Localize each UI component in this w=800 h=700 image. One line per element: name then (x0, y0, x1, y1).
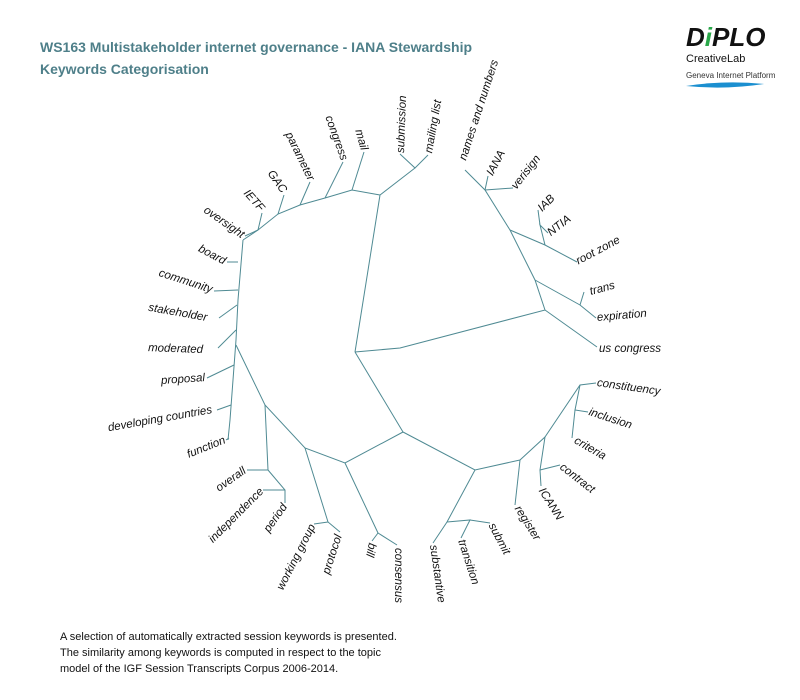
logo-swoosh (686, 82, 764, 88)
keyword-label: IANA (485, 148, 508, 178)
dendrogram (206, 151, 598, 546)
keyword-label: constituency (596, 377, 662, 398)
keyword-label: GAC (265, 168, 290, 196)
keyword-label: submit (486, 521, 513, 557)
branch (344, 462, 379, 542)
keyword-label: IETF (241, 187, 267, 214)
branch (218, 304, 238, 319)
keyword-label: IAB (536, 192, 558, 214)
branch (537, 209, 541, 226)
branch (446, 519, 471, 539)
keyword-label: us congress (599, 343, 661, 355)
branch (514, 459, 521, 506)
branch (351, 151, 365, 191)
branch (414, 154, 429, 169)
branch (304, 447, 341, 533)
branch (242, 189, 381, 241)
branch (544, 382, 597, 438)
branch (264, 404, 286, 503)
branch (539, 464, 561, 471)
keyword-label: ICANN (536, 486, 566, 523)
keyword-label: transition (455, 538, 481, 586)
keyword-label: inclusion (587, 406, 633, 431)
branch (227, 239, 244, 441)
branch (509, 229, 578, 263)
keyword-label: expiration (596, 308, 647, 324)
branch (354, 351, 404, 433)
keyword-label: mail (352, 128, 369, 152)
branch (354, 309, 598, 353)
branch (571, 409, 576, 439)
keyword-label: community (157, 267, 215, 296)
keyword-label: parameter (282, 129, 317, 183)
keyword-label: substantive (427, 544, 447, 603)
logo-part: i (705, 22, 713, 52)
keyword-label: verisign (509, 153, 543, 192)
branch (484, 175, 489, 191)
branch (402, 431, 521, 471)
footnote: model of the IGF Session Transcripts Cor… (60, 663, 338, 675)
keyword-label: independence (207, 486, 267, 546)
keyword-label: consensus (392, 548, 404, 603)
keyword-label: NTIA (545, 213, 573, 239)
keyword-label: period (261, 501, 290, 535)
keyword-label: stakeholder (147, 302, 209, 324)
keyword-label: working group (275, 522, 319, 592)
keyword-label: proposal (160, 372, 206, 387)
branch (235, 344, 404, 464)
keyword-label: names and numbers (457, 58, 501, 162)
keyword-label: root zone (574, 234, 622, 267)
keyword-label: oversight (201, 204, 247, 241)
branch (354, 194, 381, 353)
keyword-label: register (512, 504, 543, 544)
branch (244, 229, 259, 237)
title-line: Keywords Categorisation (40, 61, 209, 77)
keyword-label: function (185, 434, 227, 460)
keyword-label: overall (214, 465, 249, 495)
branch (469, 519, 491, 524)
keyword-label: congress (322, 114, 349, 162)
keyword-label: mailing list (423, 98, 444, 154)
branch (519, 435, 546, 487)
branch (313, 521, 329, 525)
logo-lab: CreativeLab (686, 53, 745, 65)
branch (484, 187, 514, 191)
branch (377, 532, 398, 546)
logo-part: D (686, 22, 705, 52)
keyword-label: board (196, 243, 228, 268)
branch (324, 161, 344, 199)
keyword-label: trans (588, 280, 616, 298)
keyword-label: submission (395, 95, 409, 153)
branch (206, 364, 235, 379)
keyword-label: developing countries (107, 404, 213, 434)
footnote: The similarity among keywords is compute… (60, 647, 381, 659)
branch (217, 329, 237, 349)
logo-part: PLO (712, 22, 765, 52)
footnote: A selection of automatically extracted s… (60, 631, 397, 643)
branch (579, 291, 585, 306)
branch (379, 153, 416, 196)
keyword-label: criteria (572, 435, 608, 463)
title-line: WS163 Multistakeholder internet governan… (40, 39, 472, 55)
logo-platform: Geneva Internet Platform (686, 71, 776, 80)
logo-wordmark: DiPLO (686, 22, 765, 52)
branch (216, 404, 232, 411)
branch (299, 181, 311, 206)
branch (257, 212, 263, 231)
keyword-label: contract (557, 461, 597, 496)
branch (432, 469, 476, 544)
branch (534, 279, 597, 319)
branch (213, 289, 239, 292)
keyword-label: bill (363, 542, 378, 559)
branch (225, 437, 230, 441)
branch (277, 194, 285, 215)
keyword-label: protocol (320, 533, 345, 577)
keyword-label: moderated (148, 342, 204, 356)
